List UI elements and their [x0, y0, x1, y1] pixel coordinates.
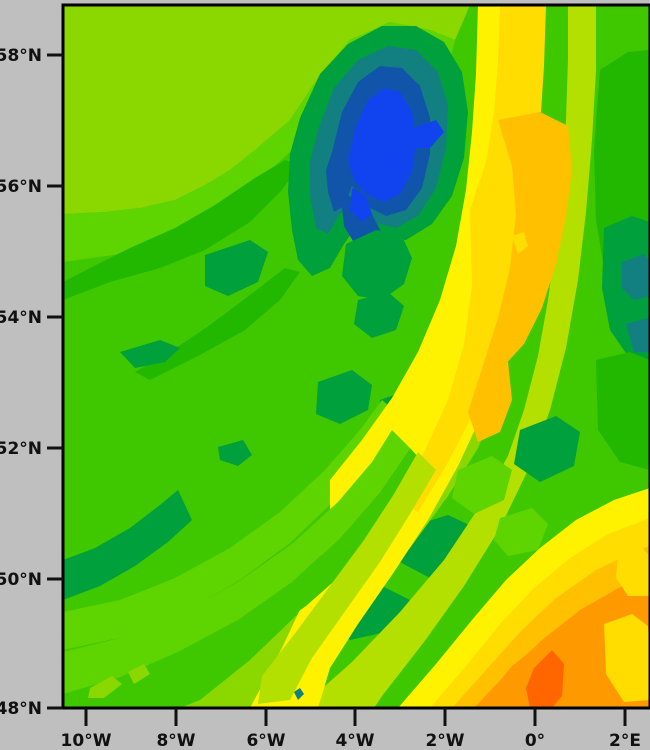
band-yellow-deep-south-lobe2	[616, 548, 650, 596]
x-tick-label-0: 0°	[525, 731, 545, 750]
y-tick-label-58: 58°N	[0, 46, 42, 66]
band-green-dark-borders2	[354, 292, 404, 338]
band-green-dark-borders	[342, 230, 412, 300]
y-tick-label-54: 54°N	[0, 308, 42, 328]
x-axis: 10°W 8°W 6°W 4°W 2°W 0° 2°E	[61, 708, 641, 750]
band-gold-max	[486, 112, 572, 368]
y-tick-label-56: 56°N	[0, 177, 42, 197]
band-green-mid-nw	[63, 160, 300, 300]
band-chartreuse-sw-streak2	[128, 664, 150, 684]
band-chartreuse-sw-streak	[88, 676, 122, 698]
band-blue-bright-low	[350, 188, 372, 222]
x-tick-label-8w: 8°W	[156, 731, 195, 750]
y-tick-label-50: 50°N	[0, 570, 42, 590]
y-tick-label-48: 48°N	[0, 699, 42, 719]
band-orange-deep-core	[526, 650, 564, 708]
band-gold-hole	[512, 232, 528, 254]
band-green-light-sw	[63, 430, 410, 694]
band-green-dark-island-a	[120, 340, 180, 368]
band-green-mid-central	[135, 268, 300, 380]
x-tick-label-4w: 4°W	[335, 731, 374, 750]
band-green-dark-diag	[63, 490, 192, 600]
x-tick-label-6w: 6°W	[246, 731, 285, 750]
band-green-dark-se	[514, 416, 580, 482]
x-tick-label-10w: 10°W	[61, 731, 112, 750]
band-green-dark-north-chain	[316, 370, 372, 424]
band-green-sw-lower	[63, 448, 430, 708]
band-green-dark-mid	[205, 240, 268, 296]
band-green-dark-island-b	[218, 440, 252, 466]
band-teal-east	[622, 254, 650, 300]
x-tick-label-2w: 2°W	[425, 731, 464, 750]
band-orange-south-wide	[478, 586, 650, 708]
band-yellow-green-midlands	[258, 452, 436, 704]
speck-teal-centre	[294, 688, 304, 700]
band-chartreuse-nw	[63, 5, 470, 214]
band-teal-east-2	[626, 318, 650, 352]
band-yellow-core	[250, 5, 540, 708]
contour-field	[63, 5, 650, 708]
band-green-light-south	[63, 400, 400, 650]
band-blue-bright-streak	[414, 120, 444, 148]
band-yellow-green-diag	[300, 5, 596, 708]
y-tick-label-52: 52°N	[0, 439, 42, 459]
band-green-east-lower	[596, 352, 650, 470]
band-green-light-patch-e	[452, 456, 512, 514]
y-axis: 58°N 56°N 54°N 52°N 50°N 48°N	[0, 46, 63, 719]
x-tick-label-2e: 2°E	[609, 731, 641, 750]
band-green-light-patch-e2	[494, 508, 548, 556]
band-yellow-deep-south-lobe	[604, 614, 650, 702]
band-gold-lower-lobe	[468, 356, 512, 442]
band-blue-bright-core	[348, 88, 416, 202]
